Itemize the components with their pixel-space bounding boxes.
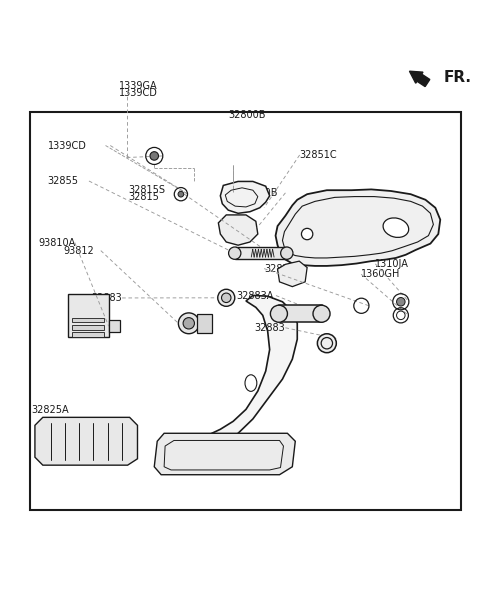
Text: 1360GH: 1360GH bbox=[361, 269, 400, 279]
Circle shape bbox=[301, 228, 313, 240]
Circle shape bbox=[178, 191, 184, 197]
Text: 32855: 32855 bbox=[48, 176, 79, 186]
Circle shape bbox=[270, 305, 288, 323]
Circle shape bbox=[313, 305, 330, 323]
Ellipse shape bbox=[245, 375, 257, 391]
Bar bbox=[197, 314, 213, 333]
FancyArrow shape bbox=[409, 71, 430, 87]
Polygon shape bbox=[154, 433, 295, 475]
Circle shape bbox=[317, 334, 336, 353]
Bar bbox=[72, 332, 105, 337]
Circle shape bbox=[179, 313, 199, 334]
Text: 32883: 32883 bbox=[91, 293, 122, 303]
Text: 1339GA: 1339GA bbox=[120, 81, 158, 91]
Text: 32825A: 32825A bbox=[31, 405, 69, 415]
Text: 32800B: 32800B bbox=[229, 110, 266, 120]
Text: 32883A: 32883A bbox=[237, 290, 274, 301]
Bar bbox=[279, 305, 322, 323]
Text: 1339CD: 1339CD bbox=[119, 89, 158, 99]
Polygon shape bbox=[218, 215, 258, 245]
Text: 93812: 93812 bbox=[63, 245, 94, 255]
Circle shape bbox=[183, 318, 194, 329]
Bar bbox=[72, 325, 105, 330]
Polygon shape bbox=[277, 261, 307, 287]
Circle shape bbox=[281, 247, 293, 260]
Circle shape bbox=[396, 298, 405, 306]
Bar bbox=[69, 293, 108, 337]
Text: 32815S: 32815S bbox=[128, 185, 165, 195]
Text: 32830B: 32830B bbox=[240, 188, 278, 198]
Polygon shape bbox=[35, 418, 137, 465]
Text: 32851C: 32851C bbox=[300, 150, 337, 160]
Circle shape bbox=[222, 293, 231, 302]
Polygon shape bbox=[184, 295, 297, 455]
Circle shape bbox=[228, 247, 241, 260]
Text: FR.: FR. bbox=[444, 70, 472, 86]
Text: 1339CD: 1339CD bbox=[48, 141, 87, 150]
Bar bbox=[235, 247, 287, 260]
Text: 32876A: 32876A bbox=[264, 264, 301, 274]
Circle shape bbox=[150, 151, 158, 160]
Text: 93810A: 93810A bbox=[38, 238, 75, 248]
Text: 32883: 32883 bbox=[255, 323, 286, 333]
Polygon shape bbox=[220, 181, 270, 213]
Ellipse shape bbox=[383, 218, 408, 238]
Bar bbox=[72, 318, 105, 323]
Circle shape bbox=[218, 289, 235, 307]
Text: 1310JA: 1310JA bbox=[375, 259, 409, 269]
Text: 32815: 32815 bbox=[128, 192, 159, 201]
Polygon shape bbox=[108, 320, 120, 333]
Polygon shape bbox=[276, 189, 440, 266]
